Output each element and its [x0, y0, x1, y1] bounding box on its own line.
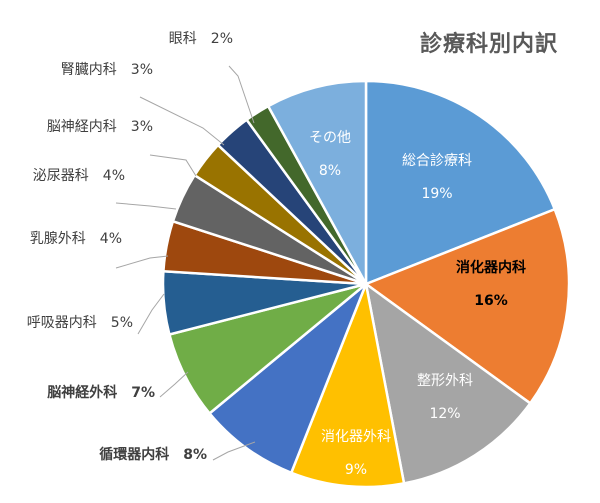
leader-line — [212, 441, 256, 461]
slice-label: 眼科 2% — [169, 31, 233, 47]
slice-name: 循環器内科 — [99, 446, 169, 463]
slice-name: 呼吸器内科 — [27, 315, 97, 331]
slice-value-label: 3% — [131, 119, 153, 135]
slice-name: 脳神経内科 — [47, 119, 117, 135]
slice-label: 循環器内科 8% — [99, 446, 207, 463]
slice-name: 眼科 — [169, 31, 197, 47]
slice-value-label: 4% — [100, 231, 122, 247]
pie-slice-3 — [289, 279, 406, 489]
slice-value-label: 12% — [429, 406, 460, 422]
slice-label: 呼吸器内科 5% — [27, 315, 133, 331]
slice-label: 泌尿器科 4% — [33, 168, 125, 184]
pie-slice-4 — [207, 283, 368, 475]
slice-label: 脳神経外科 7% — [47, 384, 155, 401]
slice-value-label: 8% — [319, 163, 341, 179]
pie-slice-0 — [364, 79, 557, 286]
slice-name: 脳神経外科 — [47, 384, 117, 401]
slice-value-label: 5% — [111, 315, 133, 331]
slice-label: その他 — [309, 130, 351, 146]
slice-value-label: 16% — [474, 293, 508, 309]
leader-line — [228, 65, 255, 124]
slice-name: 乳腺外科 — [30, 231, 86, 247]
slice-label: 乳腺外科 4% — [30, 231, 122, 247]
slice-label: 総合診療科 — [402, 152, 472, 169]
slice-label: 腎臓内科 3% — [61, 62, 153, 78]
leader-line — [159, 371, 189, 398]
slice-value-label: 2% — [211, 31, 233, 47]
slice-value-label: 4% — [103, 168, 125, 184]
slice-label: 脳神経内科 3% — [47, 119, 153, 135]
slice-name: 腎臓内科 — [61, 62, 117, 78]
slice-label: 消化器内科 — [456, 259, 526, 276]
pie-slice-2 — [364, 281, 532, 485]
slice-label: 整形外科 — [417, 373, 473, 389]
slice-label: 消化器外科 — [321, 429, 391, 445]
slice-value-label: 8% — [183, 447, 207, 463]
slice-value-label: 19% — [421, 186, 452, 202]
pie-slice-1 — [363, 207, 571, 406]
leader-line — [115, 202, 177, 210]
slice-value-label: 9% — [345, 462, 367, 478]
slice-value-label: 7% — [131, 385, 155, 401]
pie-slice-12 — [266, 79, 368, 285]
leader-line — [139, 96, 225, 146]
leader-line — [137, 293, 165, 335]
slice-name: 泌尿器科 — [33, 168, 89, 184]
chart-title: 診療科別内訳 — [420, 32, 559, 57]
slice-value-label: 3% — [131, 62, 153, 78]
leader-line — [149, 154, 197, 177]
leader-line — [115, 255, 169, 269]
